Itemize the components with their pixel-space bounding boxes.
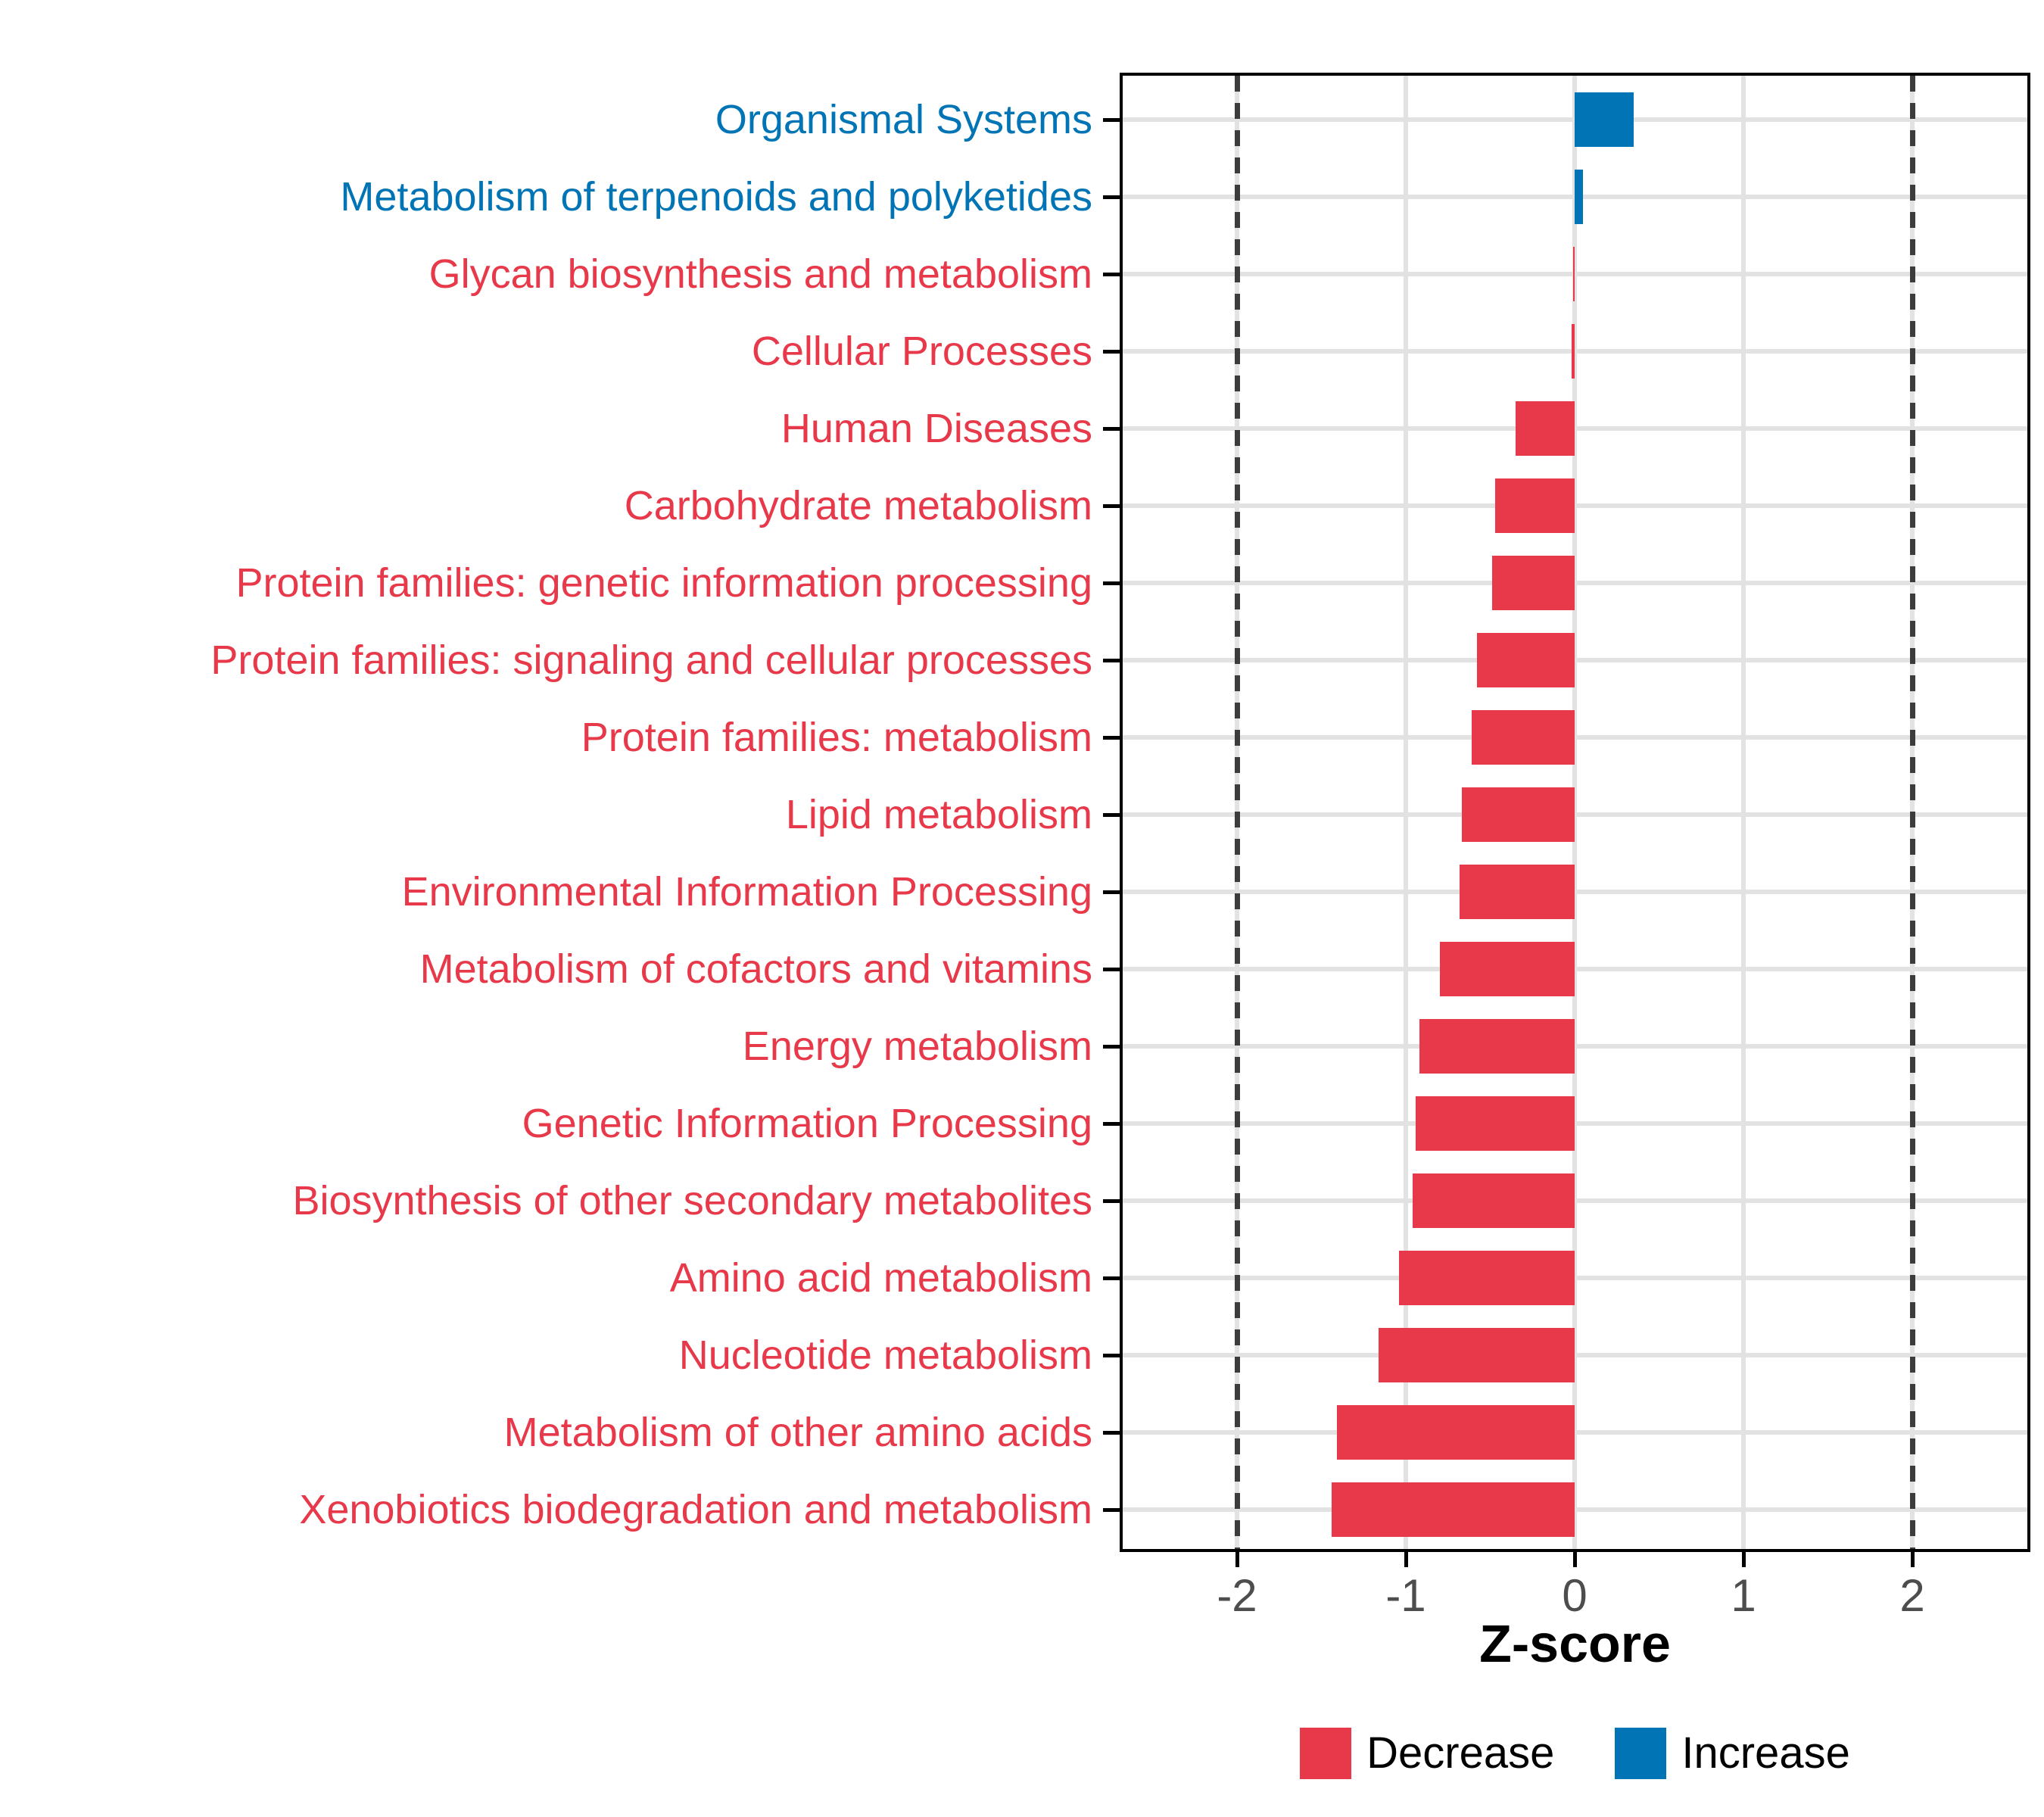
y-tick bbox=[1103, 195, 1123, 199]
category-label: Metabolism of terpenoids and polyketides bbox=[340, 174, 1092, 220]
bar bbox=[1471, 710, 1575, 765]
x-tick-label: -1 bbox=[1385, 1570, 1426, 1621]
bar bbox=[1460, 865, 1575, 919]
h-gridline bbox=[1123, 272, 2027, 276]
category-label: Lipid metabolism bbox=[785, 792, 1092, 837]
x-tick bbox=[1235, 1549, 1239, 1567]
h-gridline bbox=[1123, 1121, 2027, 1126]
bar bbox=[1476, 633, 1575, 687]
y-tick bbox=[1103, 1045, 1123, 1049]
h-gridline bbox=[1123, 581, 2027, 585]
x-tick-label: 0 bbox=[1562, 1570, 1588, 1621]
y-tick bbox=[1103, 659, 1123, 662]
category-label: Xenobiotics biodegradation and metabolis… bbox=[299, 1487, 1092, 1532]
y-tick bbox=[1103, 581, 1123, 585]
bar bbox=[1491, 556, 1575, 610]
y-tick bbox=[1103, 1122, 1123, 1126]
bar bbox=[1379, 1328, 1575, 1382]
category-label: Cellular Processes bbox=[751, 329, 1092, 374]
x-axis-title: Z-score bbox=[1479, 1614, 1671, 1673]
h-gridline bbox=[1123, 1276, 2027, 1280]
bar bbox=[1439, 942, 1575, 996]
y-tick bbox=[1103, 813, 1123, 817]
category-label: Energy metabolism bbox=[742, 1024, 1092, 1069]
bar bbox=[1575, 170, 1584, 224]
legend-swatch-increase bbox=[1615, 1728, 1667, 1779]
bar bbox=[1461, 787, 1575, 842]
h-gridline bbox=[1123, 426, 2027, 431]
y-tick bbox=[1103, 1354, 1123, 1357]
x-tick-label: -2 bbox=[1217, 1570, 1257, 1621]
reference-dashed-line bbox=[1910, 76, 1915, 1549]
bar bbox=[1412, 1173, 1575, 1228]
x-tick bbox=[1911, 1549, 1915, 1567]
bar bbox=[1571, 324, 1575, 379]
y-tick bbox=[1103, 350, 1123, 354]
category-label: Nucleotide metabolism bbox=[678, 1332, 1092, 1378]
y-tick bbox=[1103, 890, 1123, 894]
h-gridline bbox=[1123, 349, 2027, 354]
category-label: Biosynthesis of other secondary metaboli… bbox=[292, 1178, 1092, 1223]
bar bbox=[1575, 92, 1634, 147]
y-tick bbox=[1103, 273, 1123, 276]
x-tick bbox=[1573, 1549, 1577, 1567]
y-tick bbox=[1103, 504, 1123, 508]
category-label: Metabolism of other amino acids bbox=[503, 1410, 1092, 1455]
bar bbox=[1419, 1019, 1575, 1074]
x-tick bbox=[1742, 1549, 1746, 1567]
legend-swatch-decrease bbox=[1300, 1728, 1352, 1779]
category-label: Environmental Information Processing bbox=[401, 869, 1092, 915]
category-label: Protein families: metabolism bbox=[581, 715, 1092, 760]
h-gridline bbox=[1123, 1430, 2027, 1435]
category-label: Human Diseases bbox=[781, 406, 1092, 451]
y-tick bbox=[1103, 427, 1123, 431]
h-gridline bbox=[1123, 1353, 2027, 1357]
x-tick bbox=[1404, 1549, 1408, 1567]
y-tick bbox=[1103, 1199, 1123, 1203]
h-gridline bbox=[1123, 967, 2027, 971]
y-tick bbox=[1103, 1431, 1123, 1435]
bar bbox=[1336, 1405, 1575, 1460]
reference-dashed-line bbox=[1235, 76, 1240, 1549]
h-gridline bbox=[1123, 1507, 2027, 1512]
bar bbox=[1572, 247, 1575, 301]
x-tick-label: 2 bbox=[1899, 1570, 1925, 1621]
h-gridline bbox=[1123, 890, 2027, 894]
h-gridline bbox=[1123, 1198, 2027, 1203]
category-label: Protein families: signaling and cellular… bbox=[210, 637, 1092, 683]
category-label: Organismal Systems bbox=[715, 97, 1092, 142]
y-tick bbox=[1103, 736, 1123, 740]
category-label: Protein families: genetic information pr… bbox=[235, 560, 1092, 606]
h-gridline bbox=[1123, 658, 2027, 662]
x-tick-label: 1 bbox=[1731, 1570, 1756, 1621]
h-gridline bbox=[1123, 1044, 2027, 1049]
category-label: Genetic Information Processing bbox=[522, 1101, 1092, 1146]
bar bbox=[1399, 1251, 1575, 1305]
category-label: Amino acid metabolism bbox=[669, 1255, 1092, 1301]
h-gridline bbox=[1123, 503, 2027, 508]
legend: Decrease Increase bbox=[1123, 1728, 2027, 1779]
bar bbox=[1331, 1482, 1575, 1537]
bar bbox=[1515, 401, 1575, 456]
category-label: Metabolism of cofactors and vitamins bbox=[419, 946, 1092, 992]
h-gridline bbox=[1123, 735, 2027, 740]
bar bbox=[1495, 478, 1575, 533]
h-gridline bbox=[1123, 812, 2027, 817]
y-tick bbox=[1103, 968, 1123, 971]
category-label: Carbohydrate metabolism bbox=[624, 483, 1092, 528]
category-label: Glycan biosynthesis and metabolism bbox=[428, 251, 1092, 297]
legend-label-decrease: Decrease bbox=[1366, 1728, 1555, 1778]
y-tick bbox=[1103, 1276, 1123, 1280]
y-tick bbox=[1103, 1508, 1123, 1512]
bar bbox=[1416, 1096, 1575, 1151]
legend-label-increase: Increase bbox=[1681, 1728, 1850, 1778]
y-tick bbox=[1103, 118, 1123, 122]
